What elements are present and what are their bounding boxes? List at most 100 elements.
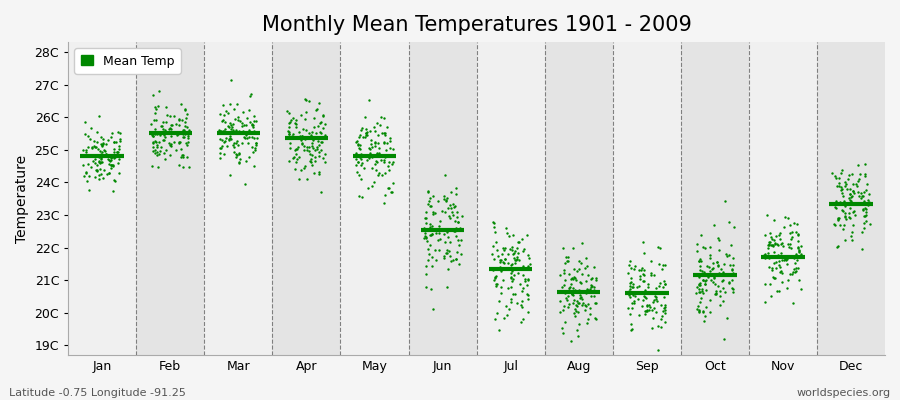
Point: [176, 151, 190, 158]
Point: [371, 132, 385, 138]
Point: [92, 171, 106, 178]
Bar: [68, 42, 136, 355]
Point: [567, 274, 581, 280]
Point: [835, 186, 850, 192]
Point: [158, 104, 173, 110]
Point: [839, 181, 853, 187]
Point: [712, 237, 726, 244]
Point: [361, 185, 375, 191]
Point: [81, 132, 95, 139]
Point: [568, 275, 582, 282]
Point: [152, 88, 166, 95]
Point: [447, 228, 462, 234]
Point: [505, 261, 519, 267]
Point: [112, 143, 126, 150]
Point: [565, 291, 580, 298]
Point: [516, 272, 530, 278]
Point: [363, 146, 377, 152]
Point: [94, 159, 109, 166]
Point: [789, 256, 804, 263]
Bar: [409, 42, 477, 355]
Point: [706, 275, 721, 281]
Point: [355, 125, 369, 132]
Point: [231, 159, 246, 166]
Point: [760, 250, 775, 256]
Point: [288, 166, 302, 172]
Text: Latitude -0.75 Longitude -91.25: Latitude -0.75 Longitude -91.25: [9, 388, 186, 398]
Point: [858, 170, 872, 177]
Point: [505, 244, 519, 250]
Point: [422, 250, 436, 257]
Point: [212, 144, 227, 151]
Point: [574, 260, 589, 266]
Point: [716, 298, 731, 304]
Point: [239, 122, 254, 128]
Point: [374, 156, 389, 163]
Point: [445, 204, 459, 211]
Point: [420, 188, 435, 195]
Point: [768, 275, 782, 282]
Point: [436, 230, 451, 237]
Point: [834, 166, 849, 173]
Point: [838, 183, 852, 189]
Point: [693, 263, 707, 270]
Point: [220, 110, 235, 116]
Point: [830, 244, 844, 251]
Point: [245, 134, 259, 140]
Point: [178, 115, 193, 122]
Point: [175, 117, 189, 123]
Point: [792, 277, 806, 283]
Point: [553, 298, 567, 304]
Point: [509, 245, 524, 252]
Point: [298, 136, 312, 142]
Point: [436, 226, 451, 232]
Point: [150, 144, 165, 150]
Point: [505, 268, 519, 274]
Point: [857, 188, 871, 195]
Point: [860, 218, 874, 224]
Point: [112, 170, 126, 176]
Point: [502, 306, 517, 312]
Point: [217, 112, 231, 118]
Point: [220, 130, 234, 136]
Point: [645, 299, 660, 305]
Point: [504, 262, 518, 268]
Point: [846, 200, 860, 206]
Point: [837, 198, 851, 204]
Point: [83, 136, 97, 142]
Point: [502, 246, 517, 253]
Point: [177, 134, 192, 140]
Point: [766, 242, 780, 248]
Point: [522, 261, 536, 268]
Point: [574, 279, 589, 286]
Point: [359, 130, 374, 136]
Point: [565, 245, 580, 252]
Point: [435, 208, 449, 214]
Point: [165, 129, 179, 136]
Point: [107, 138, 122, 145]
Text: worldspecies.org: worldspecies.org: [796, 388, 891, 398]
Point: [297, 147, 311, 153]
Point: [769, 241, 783, 247]
Point: [508, 290, 522, 297]
Point: [572, 258, 586, 264]
Point: [850, 182, 864, 189]
Point: [451, 218, 465, 225]
Point: [642, 306, 656, 313]
Point: [453, 241, 467, 248]
Point: [621, 287, 635, 294]
Point: [180, 133, 194, 140]
Point: [558, 260, 572, 266]
Point: [775, 240, 789, 246]
Point: [287, 120, 302, 126]
Point: [216, 128, 230, 134]
Point: [771, 262, 786, 269]
Point: [454, 237, 469, 244]
Point: [500, 251, 515, 257]
Point: [771, 258, 786, 264]
Point: [578, 265, 592, 272]
Point: [446, 257, 460, 264]
Point: [510, 256, 525, 262]
Point: [146, 133, 160, 139]
Point: [227, 144, 241, 150]
